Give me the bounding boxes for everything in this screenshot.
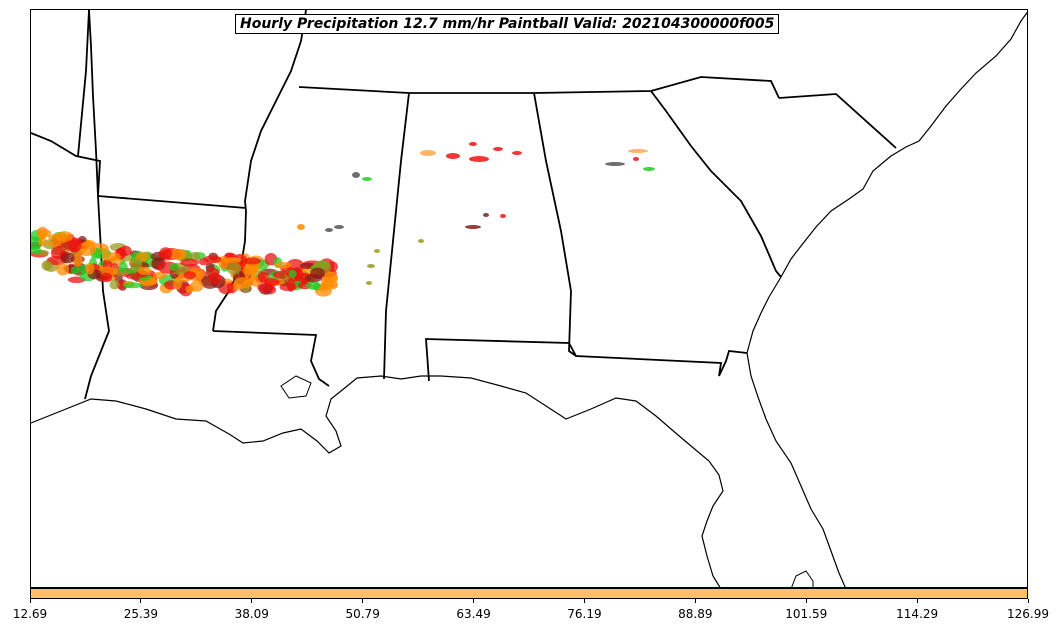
precip-blob: [374, 249, 380, 253]
colorbar-tick: [1027, 599, 1029, 603]
coastline: [31, 11, 1027, 587]
precip-blob: [137, 266, 152, 276]
precip-blob: [190, 280, 204, 292]
colorbar: [30, 588, 1028, 599]
colorbar-tick-label: 114.29: [896, 607, 939, 621]
precip-blob: [469, 156, 489, 162]
precip-blob: [274, 262, 292, 269]
colorbar-tick-label: 25.39: [123, 607, 159, 621]
precip-blob: [418, 239, 424, 243]
precipitation-blobs: [31, 142, 655, 297]
precip-blob: [628, 149, 648, 153]
precip-blob: [159, 247, 173, 260]
precip-blob: [47, 240, 62, 247]
precip-blob: [37, 228, 52, 238]
precip-blob: [41, 260, 53, 271]
lake-pontchartrain: [280, 375, 312, 399]
precip-blob: [85, 262, 95, 275]
precip-blob: [48, 233, 68, 242]
precip-blob: [245, 266, 258, 275]
precip-blob: [305, 273, 323, 283]
precip-blob: [223, 257, 242, 264]
precip-blob: [288, 269, 297, 278]
precip-blob: [605, 162, 625, 166]
colorbar-tick-label: 76.19: [567, 607, 602, 621]
precip-blob: [366, 281, 372, 285]
precip-blob: [130, 257, 143, 272]
precip-blob: [465, 225, 481, 229]
lake-okeechobee: [791, 570, 814, 587]
colorbar-tick-label: 12.69: [12, 607, 48, 621]
precip-blob: [322, 271, 338, 285]
precip-blob: [119, 245, 132, 256]
precip-blob: [420, 150, 436, 156]
precip-blob: [183, 271, 197, 280]
precip-blob: [263, 278, 280, 286]
precip-blob: [109, 279, 120, 290]
precip-blob: [173, 277, 183, 290]
precip-blob: [168, 248, 187, 260]
precip-blob: [305, 280, 321, 290]
precip-blob: [297, 224, 305, 230]
colorbar-tick-label: 88.89: [678, 607, 713, 621]
colorbar-tick-label: 101.59: [785, 607, 828, 621]
precip-blob: [233, 277, 254, 289]
precip-blob: [446, 153, 460, 159]
precip-blob: [226, 262, 242, 275]
map-panel: [30, 9, 1028, 588]
precip-blob: [100, 272, 113, 283]
precip-blob: [102, 252, 121, 262]
colorbar-tick: [805, 599, 807, 603]
precip-blob: [643, 167, 655, 171]
colorbar-tick: [251, 599, 253, 603]
colorbar-tick-label: 50.79: [345, 607, 380, 621]
precip-blob: [205, 267, 220, 278]
precip-blob: [152, 271, 167, 280]
precip-blob: [367, 264, 375, 268]
state-boundaries: [31, 10, 897, 400]
precip-blob: [334, 225, 344, 229]
precip-blob: [321, 283, 338, 290]
precip-blob: [76, 242, 97, 257]
precip-blob: [180, 258, 199, 267]
precip-blob: [483, 213, 489, 217]
precip-blob: [70, 266, 80, 275]
colorbar-tick: [583, 599, 585, 603]
precip-blob: [493, 147, 503, 151]
precip-blob: [72, 253, 83, 267]
map-title: Hourly Precipitation 12.7 mm/hr Paintbal…: [235, 14, 780, 34]
precip-blob: [286, 277, 296, 292]
precip-blob: [469, 142, 477, 146]
precip-blob: [118, 261, 128, 273]
precip-blob: [243, 257, 261, 265]
precip-blob: [38, 235, 47, 247]
colorbar-tick: [694, 599, 696, 603]
precip-blob: [31, 246, 42, 255]
colorbar-tick-label: 63.49: [456, 607, 491, 621]
precip-blob: [60, 252, 75, 264]
precip-blob: [169, 262, 179, 271]
precip-blob: [257, 271, 269, 283]
colorbar-tick-label: 38.09: [234, 607, 269, 621]
colorbar-tick: [140, 599, 142, 603]
precip-blob: [500, 214, 506, 218]
colorbar-tick: [916, 599, 918, 603]
map: [31, 10, 1027, 587]
precip-blob: [633, 157, 639, 161]
colorbar-tick: [362, 599, 364, 603]
precip-blob: [68, 239, 82, 253]
precip-blob: [325, 228, 333, 232]
colorbar-tick-label: 126.99: [1007, 607, 1049, 621]
precip-blob: [198, 258, 209, 266]
colorbar-tick: [29, 599, 31, 603]
precip-blob: [512, 151, 522, 155]
precip-blob: [352, 172, 360, 178]
precip-blob: [123, 282, 143, 289]
precip-blob: [362, 177, 372, 181]
precip-blob: [56, 262, 70, 276]
colorbar-tick: [473, 599, 475, 603]
